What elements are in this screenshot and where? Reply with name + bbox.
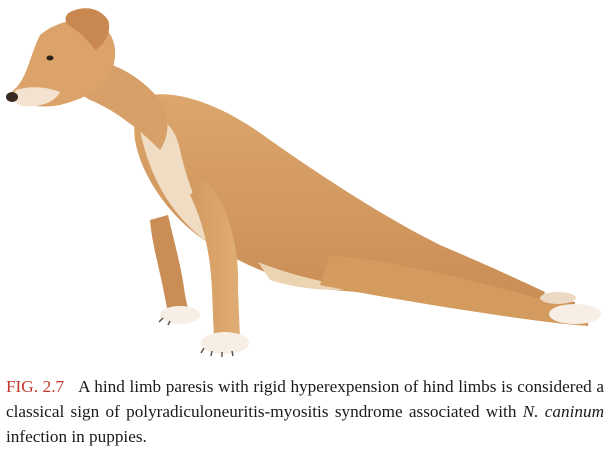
figure-caption: FIG. 2.7 A hind limb paresis with rigid h… <box>6 374 604 449</box>
dog-ear <box>65 8 110 50</box>
front-leg-far <box>150 215 190 322</box>
caption-text-part2: infection in puppies. <box>6 427 147 446</box>
front-paw-far <box>160 306 200 324</box>
figure-illustration <box>6 8 601 357</box>
hind-leg-near <box>320 255 590 326</box>
caption-italic-term: N. caninum <box>522 402 604 421</box>
dog-muzzle <box>13 87 60 107</box>
hind-paw-far <box>540 292 576 304</box>
caption-text-part1: A hind limb paresis with rigid hyperexpe… <box>6 377 604 421</box>
figure-label: FIG. 2.7 <box>6 377 65 396</box>
hind-paw-near <box>549 304 601 324</box>
front-paw-near <box>201 332 249 354</box>
front-leg-near <box>190 180 240 340</box>
dog-illustration <box>6 8 601 357</box>
dog-nose <box>6 92 18 102</box>
dog-eye <box>46 55 54 61</box>
dog-body <box>134 94 545 306</box>
dog-belly <box>258 262 360 290</box>
